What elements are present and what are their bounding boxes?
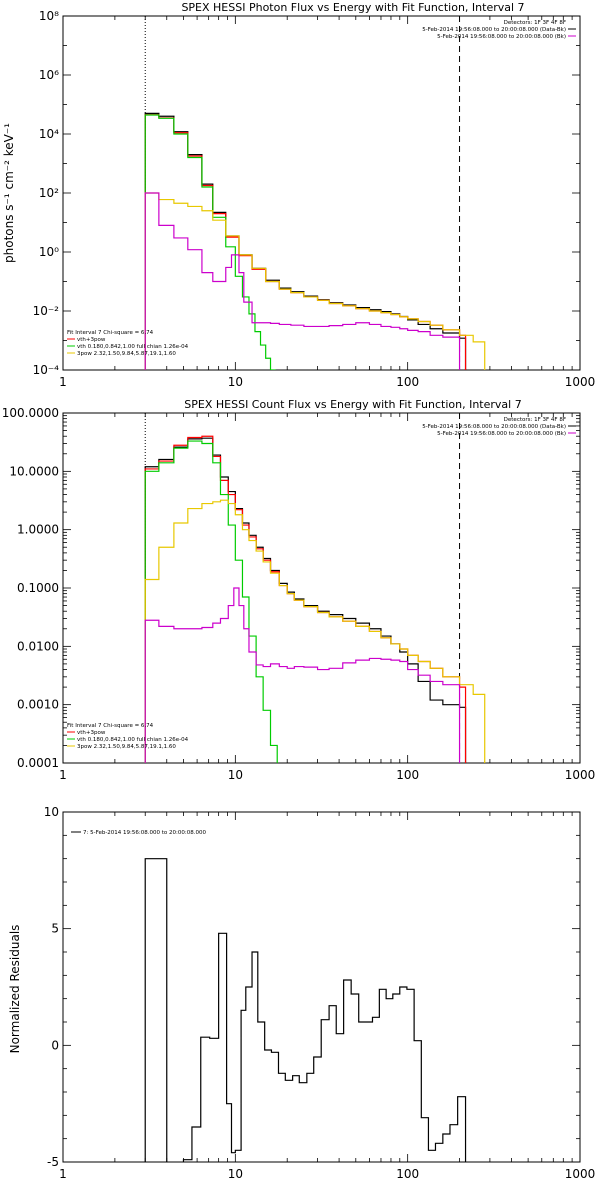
series-background-line (144, 587, 461, 763)
photon-chart-title: SPEX HESSI Photon Flux vs Energy with Fi… (181, 1, 524, 14)
series-thermal-line (144, 440, 278, 763)
legend-entry: 3pow 2.32,1.50,9.84,5.87,19.1,1.60 (77, 744, 176, 750)
count-chart-title: SPEX HESSI Count Flux vs Energy with Fit… (184, 398, 521, 411)
y-tick-label: 0.0010 (17, 698, 59, 712)
axes-frame (62, 811, 581, 1163)
residuals-plot-area: 1 10 100 1000 -5 0 5 10 7: 5-Feb-2014 19:56:08.0… (44, 805, 596, 1181)
y-tick-label: 100.0000 (2, 406, 59, 420)
y-tick-label: 0.0100 (17, 639, 59, 653)
y-tick-label: 5 (51, 922, 59, 936)
legend-entry: 7: 5-Feb-2014 19:56:08.000 to 20:00:08.0… (83, 830, 206, 836)
header-annotation: 5-Feb-2014 19:56:08.000 to 20:00:08.000 … (437, 431, 566, 437)
y-tick-label: 10⁻² (33, 304, 60, 318)
series-thermal-line (144, 114, 276, 370)
y-tick-label: 10⁻⁴ (33, 363, 60, 377)
header-annotation: 5-Feb-2014 19:56:08.000 to 20:00:08.000 … (437, 34, 566, 40)
y-tick-label: 10 (44, 805, 59, 819)
x-tick-label: 10 (228, 375, 243, 389)
fit-info-label: Fit Interval 7 Chi-square = 6.74 (67, 330, 154, 336)
y-tick-label: 1.0000 (17, 523, 59, 537)
y-tick-label: 10⁶ (39, 68, 59, 82)
x-tick-label: 10 (228, 768, 243, 782)
x-tick-label: 10 (228, 1167, 243, 1181)
count-plot-area: 1 10 100 1000 0.0001 0.0010 0.0100 0.1000 1.0000… (2, 406, 596, 782)
series-background-line (144, 192, 461, 370)
fit-info-label: Fit Interval 7 Chi-square = 6.74 (67, 723, 154, 729)
series-nonthermal-line (144, 192, 486, 370)
photon-y-axis-label: photons s⁻¹ cm⁻² keV⁻¹ (2, 123, 16, 263)
y-tick-label: 0.1000 (17, 581, 59, 595)
photon-plot-area: 1 10 100 1000 10⁻⁴ 10⁻² 10⁰ 10² 10⁴ 10⁶ 10⁸ Detecto… (33, 9, 596, 389)
x-tick-label: 1 (59, 375, 67, 389)
series-nonthermal-line (144, 499, 486, 763)
x-tick-label: 1000 (565, 1167, 596, 1181)
photon-flux-panel: SPEX HESSI Photon Flux vs Energy with Fi… (2, 1, 595, 389)
series-data-line (144, 437, 467, 763)
y-tick-label: -5 (47, 1155, 59, 1169)
legend-entry: vth+3pow (77, 337, 106, 343)
y-tick-label: 10⁸ (39, 9, 59, 23)
y-tick-label: 0 (51, 1038, 59, 1052)
x-tick-label: 1000 (565, 375, 596, 389)
axes-frame (62, 412, 581, 764)
count-flux-panel: SPEX HESSI Count Flux vs Energy with Fit… (2, 398, 596, 782)
header-annotation: Detectors: 1F 3F 4F 8F (504, 20, 566, 26)
legend-entry: vth 0.180,0.842,1.00 full chian 1.26e-04 (77, 344, 189, 350)
legend-entry: 3pow 2.32,1.50,9.84,5.87,19.1,1.60 (77, 351, 176, 357)
series-residuals-line (144, 858, 467, 1162)
y-tick-label: 10⁴ (39, 127, 59, 141)
y-tick-label: 10.0000 (9, 464, 59, 478)
x-tick-label: 100 (396, 768, 419, 782)
axes-frame (62, 15, 581, 371)
x-tick-label: 1 (59, 1167, 67, 1181)
y-tick-label: 10⁰ (39, 245, 59, 259)
series-fit_total-line (144, 435, 467, 763)
residuals-y-axis-label: Normalized Residuals (8, 925, 22, 1054)
header-annotation: 5-Feb-2014 19:56:08.000 to 20:00:08.000 … (422, 27, 566, 33)
header-annotation: Detectors: 1F 3F 4F 8F (504, 417, 566, 423)
x-tick-label: 100 (396, 375, 419, 389)
x-tick-label: 1000 (565, 768, 596, 782)
legend-entry: vth+3pow (77, 730, 106, 736)
y-tick-label: 0.0001 (17, 756, 59, 770)
y-tick-label: 10² (39, 186, 59, 200)
header-annotation: 5-Feb-2014 19:56:08.000 to 20:00:08.000 … (422, 424, 566, 430)
legend-entry: vth 0.180,0.842,1.00 full chian 1.26e-04 (77, 737, 189, 743)
x-tick-label: 1 (59, 768, 67, 782)
x-tick-label: 100 (396, 1167, 419, 1181)
residuals-panel: Normalized Residuals 1 10 100 1000 -5 0 5 10 7: … (8, 805, 596, 1181)
